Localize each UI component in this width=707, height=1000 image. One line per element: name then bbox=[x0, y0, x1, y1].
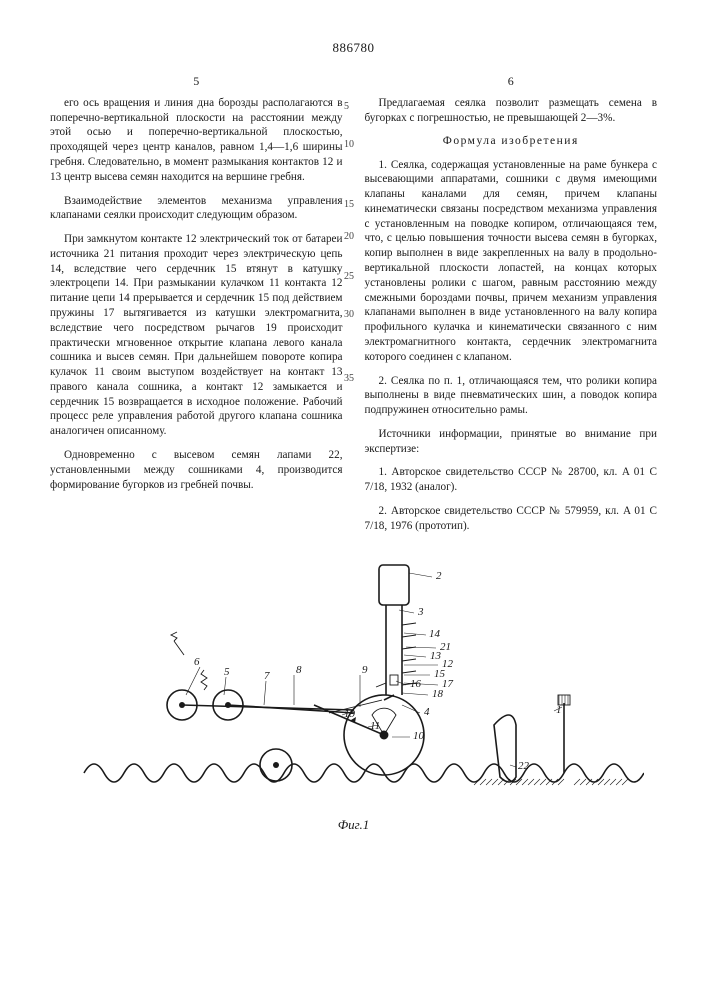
sources-title: Источники информации, принятые во вниман… bbox=[365, 427, 658, 457]
svg-text:10: 10 bbox=[413, 730, 425, 742]
svg-text:9: 9 bbox=[362, 664, 368, 676]
body-paragraph: Взаимодействие элементов механизма управ… bbox=[50, 194, 343, 224]
claim-paragraph: 2. Сеялка по п. 1, отличающаяся тем, что… bbox=[365, 374, 658, 418]
svg-text:8: 8 bbox=[296, 664, 302, 676]
right-column: 6 Предлагаемая сеялка позволит размещать… bbox=[365, 74, 658, 543]
svg-text:14: 14 bbox=[429, 628, 441, 640]
document-number: 886780 bbox=[50, 40, 657, 56]
col-number-left: 5 bbox=[50, 74, 343, 90]
body-paragraph: При замкнутом контакте 12 электрический … bbox=[50, 232, 343, 439]
svg-text:13: 13 bbox=[430, 650, 442, 662]
source-item: 2. Авторское свидетельство СССР № 579959… bbox=[365, 504, 658, 534]
svg-text:6: 6 bbox=[194, 656, 200, 668]
svg-text:5: 5 bbox=[224, 666, 230, 678]
source-item: 1. Авторское свидетельство СССР № 28700,… bbox=[365, 465, 658, 495]
svg-text:4: 4 bbox=[424, 706, 430, 718]
svg-text:21: 21 bbox=[440, 641, 451, 653]
svg-text:2: 2 bbox=[436, 570, 442, 582]
left-column: 5 его ось вращения и линия дна борозды р… bbox=[50, 74, 343, 543]
svg-text:1: 1 bbox=[556, 704, 562, 716]
figure-1: 231421131215171618411196578910122 bbox=[50, 555, 657, 815]
claims-title: Формула изобретения bbox=[365, 134, 658, 149]
claim-paragraph: 1. Сеялка, содержащая установленные на р… bbox=[365, 158, 658, 365]
svg-text:22: 22 bbox=[518, 760, 530, 772]
body-paragraph: Одновременно с высевом семян лапами 22, … bbox=[50, 448, 343, 492]
svg-text:17: 17 bbox=[442, 678, 454, 690]
figure-caption: Фиг.1 bbox=[50, 817, 657, 833]
col-number-right: 6 bbox=[365, 74, 658, 90]
svg-text:7: 7 bbox=[264, 670, 270, 682]
body-paragraph: Предлагаемая сеялка позволит размещать с… bbox=[365, 96, 658, 126]
body-paragraph: его ось вращения и линия дна борозды рас… bbox=[50, 96, 343, 185]
svg-text:3: 3 bbox=[417, 606, 424, 618]
svg-text:18: 18 bbox=[432, 688, 444, 700]
